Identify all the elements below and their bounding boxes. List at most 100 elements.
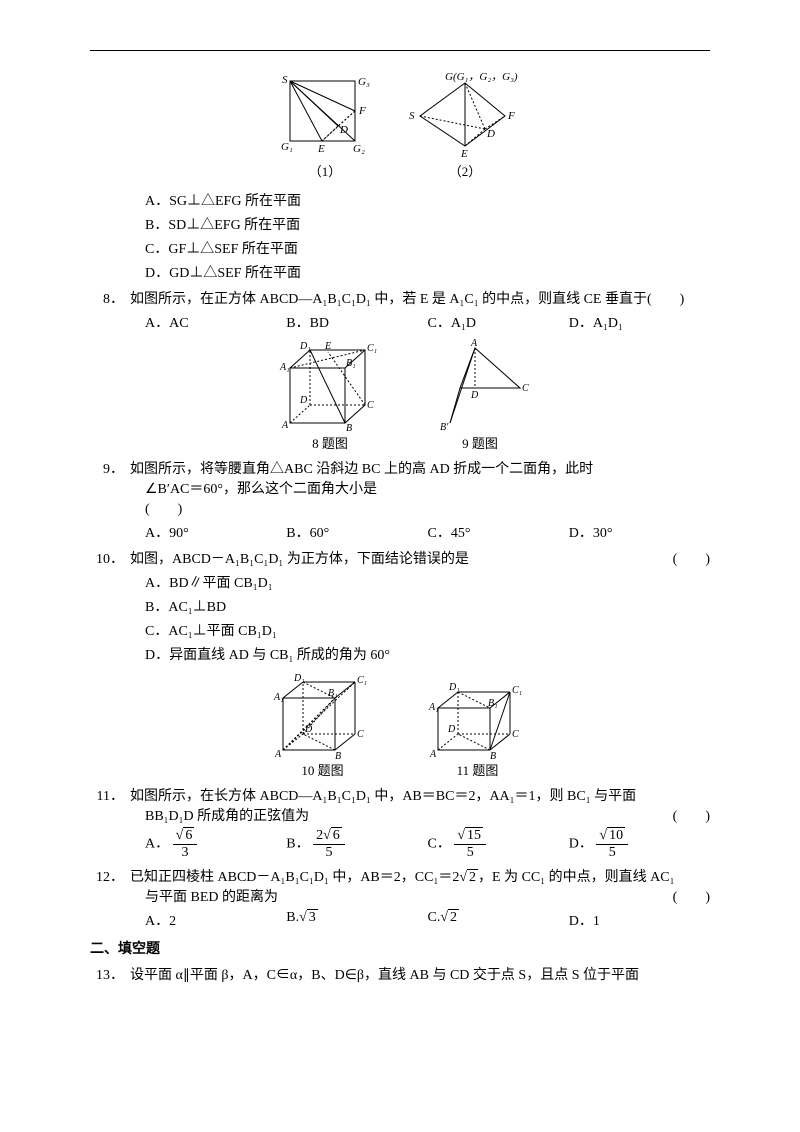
figure-q8-svg: A₁ B₁ D₁ C₁ E A B C D (270, 338, 390, 433)
q12-b-prefix: B. (286, 910, 299, 925)
q12-b-val: 3 (307, 909, 318, 925)
svg-text:G₁: G₁ (281, 141, 293, 153)
svg-text:D₁: D₁ (448, 682, 460, 693)
svg-text:C: C (357, 729, 364, 740)
q13-num: 13． (90, 964, 130, 984)
q11-text: 如图所示，在长方体 ABCD—A₁B₁C₁D₁ 中，AB＝BC＝2，AA₁＝1，… (130, 785, 710, 805)
q9-paren: ( ) (145, 498, 710, 518)
svg-text:B: B (335, 751, 341, 760)
q12-c-val: 2 (448, 909, 459, 925)
q12-text: 已知正四棱柱 ABCD－A₁B₁C₁D₁ 中，AB＝2，CC₁＝2√2，E 为 … (130, 866, 710, 886)
q10-options: A．BD∥平面 CB₁D₁ B．AC₁⊥BD C．AC₁⊥平面 CB₁D₁ D．… (145, 572, 710, 664)
q11: 11． 如图所示，在长方体 ABCD—A₁B₁C₁D₁ 中，AB＝BC＝2，AA… (90, 785, 710, 805)
q11-num: 11． (90, 785, 130, 805)
q7-option-a: A．SG⊥△EFG 所在平面 (145, 190, 710, 210)
svg-text:G₃: G₃ (358, 76, 370, 88)
q8-choices: A．AC B．BD C．A₁D D．A₁D₁ (145, 312, 710, 332)
svg-text:B₁: B₁ (346, 358, 356, 369)
q10-option-d: D．异面直线 AD 与 CB₁ 所成的角为 60° (145, 644, 710, 664)
svg-text:E: E (324, 341, 331, 352)
q11-paren: ( ) (673, 805, 710, 825)
svg-text:A₁: A₁ (428, 702, 439, 713)
q9-choice-b: B．60° (286, 522, 427, 542)
svg-text:D: D (339, 124, 348, 136)
q12-paren: ( ) (673, 886, 710, 906)
q10: 10． 如图，ABCD－A₁B₁C₁D₁ 为正方体，下面结论错误的是 ( ) (90, 548, 710, 568)
q10-q11-figures: A₁ B₁ D₁ C₁ A B C D 10 题图 (90, 670, 710, 779)
svg-text:D₁: D₁ (299, 341, 311, 352)
q10-num: 10． (90, 548, 130, 568)
svg-text:F: F (358, 105, 366, 117)
q11-choice-c: C． √155 (428, 829, 569, 860)
q12-text2: 与平面 BED 的距离为 (145, 886, 278, 906)
svg-text:S: S (282, 74, 288, 86)
q10-text: 如图，ABCD－A₁B₁C₁D₁ 为正方体，下面结论错误的是 (130, 548, 469, 568)
q9-choice-d: D．30° (569, 522, 710, 542)
svg-text:D: D (304, 724, 313, 735)
figures-q7: S G₃ F D G₁ E G₂ （1） G(G₁，G₂，G₃) S F (90, 71, 710, 180)
q12-text-p1: 已知正四棱柱 ABCD－A₁B₁C₁D₁ 中，AB＝2，CC₁＝2 (130, 870, 459, 885)
q10-option-c: C．AC₁⊥平面 CB₁D₁ (145, 620, 710, 640)
figure-1-caption: （1） (275, 161, 375, 180)
figure-q11: A₁ B₁ D₁ C₁ A B C D 11 题图 (420, 670, 535, 779)
q8-choice-a: A．AC (145, 312, 286, 332)
q7-option-d: D．GD⊥△SEF 所在平面 (145, 262, 710, 282)
q12-text-p2: ，E 为 CC₁ 的中点，则直线 AC₁ (478, 870, 674, 885)
q12: 12． 已知正四棱柱 ABCD－A₁B₁C₁D₁ 中，AB＝2，CC₁＝2√2，… (90, 866, 710, 886)
q9-choice-a: A．90° (145, 522, 286, 542)
svg-text:G(G₁，G₂，G₃): G(G₁，G₂，G₃) (445, 71, 518, 83)
q7-options: A．SG⊥△EFG 所在平面 B．SD⊥△EFG 所在平面 C．GF⊥△SEF … (145, 190, 710, 282)
q12-choice-a: A．2 (145, 910, 286, 930)
svg-text:C₁: C₁ (357, 675, 367, 686)
svg-text:A₁: A₁ (273, 692, 284, 703)
figure-q11-svg: A₁ B₁ D₁ C₁ A B C D (420, 670, 535, 760)
svg-text:C: C (522, 383, 529, 394)
q13-text: 设平面 α∥平面 β，A，C∈α，B、D∈β，直线 AB 与 CD 交于点 S，… (130, 964, 710, 984)
q11-d-prefix: D． (569, 837, 593, 852)
q13: 13． 设平面 α∥平面 β，A，C∈α，B、D∈β，直线 AB 与 CD 交于… (90, 964, 710, 984)
q11-choice-a: A． √63 (145, 829, 286, 860)
q12-sqrt: 2 (467, 869, 478, 885)
svg-text:D: D (486, 128, 495, 140)
svg-text:C: C (367, 400, 374, 411)
q8: 8． 如图所示，在正方体 ABCD—A₁B₁C₁D₁ 中，若 E 是 A₁C₁ … (90, 288, 710, 308)
svg-text:B′: B′ (440, 422, 449, 433)
svg-text:A: A (429, 749, 437, 760)
svg-text:B: B (490, 751, 496, 760)
svg-text:F: F (507, 110, 515, 122)
svg-text:C₁: C₁ (367, 343, 377, 354)
q8-num: 8． (90, 288, 130, 308)
svg-text:E: E (317, 143, 325, 155)
figure-2-caption: （2） (405, 161, 525, 180)
q12-num: 12． (90, 866, 130, 886)
q10-option-b: B．AC₁⊥BD (145, 596, 710, 616)
q9-text: 如图所示，将等腰直角△ABC 沿斜边 BC 上的高 AD 折成一个二面角，此时 (130, 458, 710, 478)
svg-text:E: E (460, 148, 468, 160)
q11-c-prefix: C． (428, 837, 451, 852)
q11-choices: A． √63 B． 2√65 C． √155 D． √105 (145, 829, 710, 860)
q12-c-prefix: C. (428, 910, 441, 925)
figure-q10-svg: A₁ B₁ D₁ C₁ A B C D (265, 670, 380, 760)
page: S G₃ F D G₁ E G₂ （1） G(G₁，G₂，G₃) S F (0, 0, 800, 1132)
q9-choices: A．90° B．60° C．45° D．30° (145, 522, 710, 542)
q11-a-prefix: A． (145, 837, 169, 852)
q11-choice-b: B． 2√65 (286, 829, 427, 860)
q12-choices: A．2 B.√3 C.√2 D．1 (145, 910, 710, 930)
figure-2-svg: G(G₁，G₂，G₃) S F D E (405, 71, 525, 161)
q8-choice-b: B．BD (286, 312, 427, 332)
q12-choice-c: C.√2 (428, 910, 569, 930)
figure-q8: A₁ B₁ D₁ C₁ E A B C D 8 题图 (270, 338, 390, 452)
svg-text:D: D (470, 390, 479, 401)
svg-text:B₁: B₁ (328, 688, 338, 699)
q8-q9-figures: A₁ B₁ D₁ C₁ E A B C D 8 题图 A C D B′ (90, 338, 710, 452)
q7-option-b: B．SD⊥△EFG 所在平面 (145, 214, 710, 234)
section-2-heading: 二、填空题 (90, 938, 710, 958)
figure-q9: A C D B′ 9 题图 (430, 338, 530, 452)
q12-choice-b: B.√3 (286, 910, 427, 930)
svg-text:D: D (299, 395, 308, 406)
q9: 9． 如图所示，将等腰直角△ABC 沿斜边 BC 上的高 AD 折成一个二面角，… (90, 458, 710, 478)
q8-text: 如图所示，在正方体 ABCD—A₁B₁C₁D₁ 中，若 E 是 A₁C₁ 的中点… (130, 288, 710, 308)
figure-1-svg: S G₃ F D G₁ E G₂ (275, 71, 375, 161)
svg-text:C₁: C₁ (512, 685, 522, 696)
q10-paren: ( ) (673, 548, 710, 568)
